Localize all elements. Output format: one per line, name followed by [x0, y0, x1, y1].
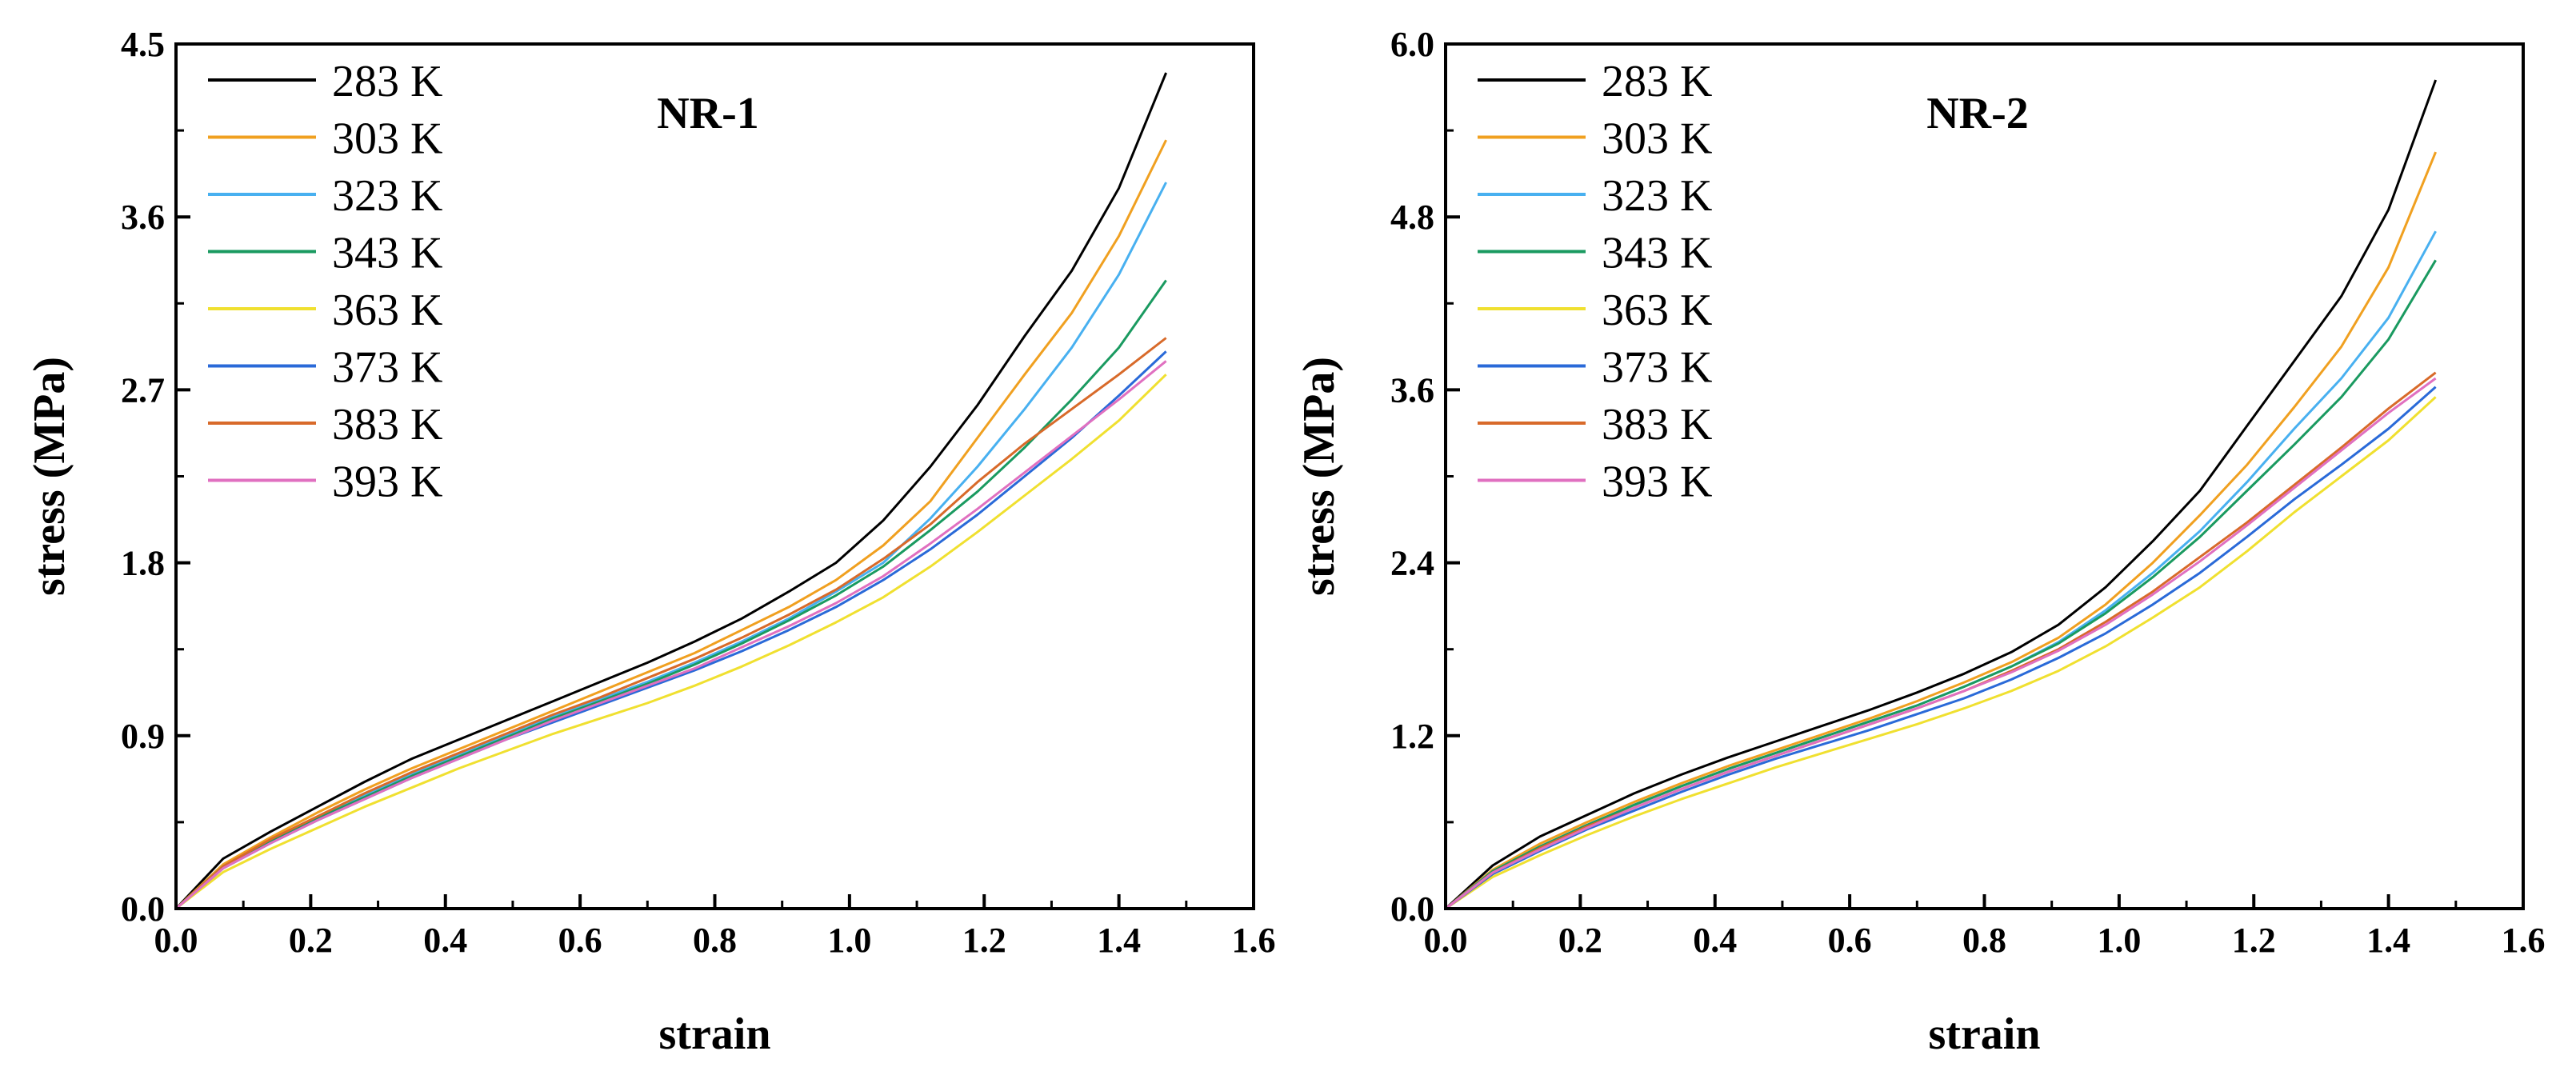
legend-label-373-k: 373 K — [1602, 343, 1712, 393]
legend-label-323-k: 323 K — [332, 171, 442, 221]
legend-label-303-k: 303 K — [332, 114, 442, 164]
x-tick-label: 1.0 — [2097, 921, 2141, 960]
chart-title: NR-2 — [1926, 89, 2029, 138]
chart-title: NR-1 — [657, 89, 759, 138]
x-tick-label: 0.6 — [1828, 921, 1872, 960]
legend-label-373-k: 373 K — [332, 343, 442, 393]
legend-label-323-k: 323 K — [1602, 171, 1712, 221]
x-tick-label: 1.6 — [1232, 921, 1276, 960]
x-tick-label: 0.8 — [693, 921, 737, 960]
y-tick-label: 4.8 — [1390, 198, 1434, 237]
x-tick-label: 1.2 — [2232, 921, 2276, 960]
series-line-323-k — [174, 182, 1167, 910]
legend-label-343-k: 343 K — [332, 229, 442, 278]
x-tick-label: 1.4 — [2366, 921, 2410, 960]
x-tick-label: 0.2 — [1558, 921, 1602, 960]
y-axis-title: stress (MPa) — [1294, 357, 1344, 596]
x-tick-label: 1.4 — [1097, 921, 1141, 960]
series-line-303-k — [1445, 151, 2437, 910]
y-tick-label: 3.6 — [1390, 370, 1434, 410]
series-line-383-k — [174, 337, 1167, 910]
legend-label-363-k: 363 K — [332, 286, 442, 335]
x-axis-title: strain — [1929, 1009, 2041, 1059]
series-line-343-k — [174, 279, 1167, 910]
legend-label-393-k: 393 K — [1602, 458, 1712, 507]
y-axis-title: stress (MPa) — [25, 357, 74, 596]
chart-panel-nr-2: 0.0 0.2 0.4 0.6 0.8 1.0 1.2 1.4 1.6 0.0 1.2 2.4 3.6 4… — [1294, 25, 2546, 1059]
series-line-343-k — [1445, 259, 2437, 910]
series-line-373-k — [1445, 386, 2437, 910]
x-tick-label: 0.8 — [1962, 921, 2006, 960]
series-line-283-k — [1444, 79, 2438, 910]
legend-label-393-k: 393 K — [332, 458, 442, 507]
series-line-363-k — [1445, 396, 2437, 910]
y-tick-label: 0.0 — [121, 889, 165, 929]
y-tick-label: 6.0 — [1390, 25, 1434, 64]
y-tick-label: 2.7 — [121, 370, 165, 410]
legend-label-283-k: 283 K — [332, 57, 442, 106]
x-tick-label: 0.0 — [1424, 921, 1468, 960]
series-line-363-k — [175, 374, 1167, 910]
x-tick-label: 1.2 — [962, 921, 1006, 960]
y-tick-label: 0.9 — [121, 717, 165, 756]
y-tick-label: 3.6 — [121, 198, 165, 237]
legend: 283 K 303 K 323 K 343 K 363 K 373 K 383 K 393 K — [1478, 57, 1712, 507]
x-axis-title: strain — [659, 1009, 771, 1059]
y-tick-label: 2.4 — [1390, 544, 1434, 583]
x-tick-label: 0.4 — [423, 921, 467, 960]
series-line-283-k — [174, 72, 1167, 910]
legend-label-383-k: 383 K — [332, 400, 442, 450]
series-line-393-k — [175, 360, 1167, 910]
y-tick-label: 1.8 — [121, 544, 165, 583]
x-tick-label: 0.6 — [558, 921, 602, 960]
chart-panel-nr-1: 0.0 0.2 0.4 0.6 0.8 1.0 1.2 1.4 1.6 0.0 0.9 1.8 2.7 3… — [25, 25, 1276, 1059]
y-tick-label: 1.2 — [1390, 717, 1434, 756]
x-tick-label: 0.2 — [289, 921, 333, 960]
legend-label-343-k: 343 K — [1602, 229, 1712, 278]
y-tick-label: 0.0 — [1390, 889, 1434, 929]
legend-label-363-k: 363 K — [1602, 286, 1712, 335]
x-tick-label: 0.0 — [154, 921, 198, 960]
x-tick-label: 0.4 — [1693, 921, 1737, 960]
legend-label-283-k: 283 K — [1602, 57, 1712, 106]
x-tick-label: 1.6 — [2502, 921, 2546, 960]
y-tick-label: 4.5 — [121, 25, 165, 64]
legend: 283 K 303 K 323 K 343 K 363 K 373 K 383 K 393 K — [208, 57, 442, 507]
series-line-303-k — [174, 139, 1167, 910]
series-line-323-k — [1445, 230, 2437, 910]
legend-label-383-k: 383 K — [1602, 400, 1712, 450]
legend-label-303-k: 303 K — [1602, 114, 1712, 164]
series-line-393-k — [1445, 377, 2437, 910]
x-tick-label: 1.0 — [827, 921, 871, 960]
